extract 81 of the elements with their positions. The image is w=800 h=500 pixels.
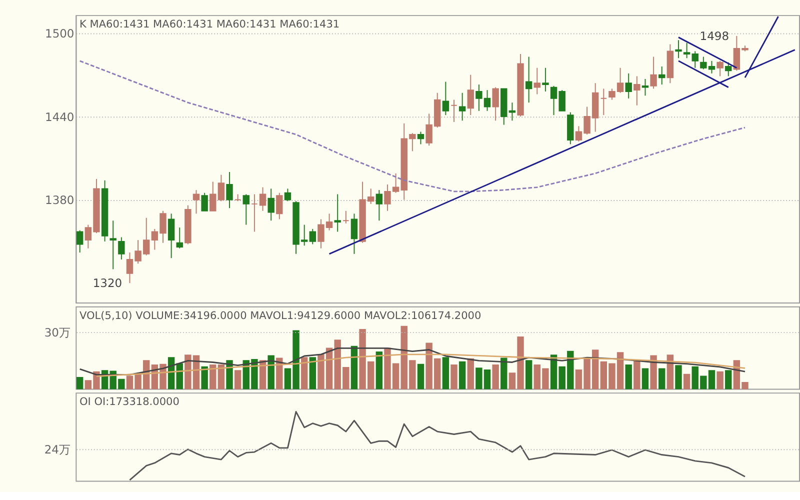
bar: [210, 364, 216, 390]
candlestick: [176, 227, 183, 249]
candlestick: [168, 213, 175, 259]
candlestick: [376, 190, 383, 222]
candlestick: [600, 88, 608, 116]
candlestick: [226, 172, 233, 209]
bar: [309, 357, 316, 390]
candlestick: [716, 60, 724, 77]
bar: [376, 351, 383, 390]
candlestick: [725, 62, 732, 77]
y-tick-label: 1380: [45, 193, 74, 208]
bar: [458, 361, 466, 390]
candlestick: [642, 78, 649, 96]
candlestick: [210, 181, 216, 212]
candlestick: [534, 67, 540, 95]
bar: [716, 371, 724, 390]
candlestick: [675, 40, 682, 59]
bar: [218, 364, 225, 390]
candlestick: [259, 186, 266, 212]
candlestick: [650, 56, 657, 90]
candlestick: [110, 220, 116, 270]
bar: [442, 357, 450, 390]
bar: [500, 358, 508, 390]
candlestick: [350, 213, 358, 254]
bar: [725, 370, 732, 390]
candlestick: [268, 188, 274, 222]
bar: [650, 355, 657, 390]
candlestick: [458, 92, 466, 122]
candlestick: [251, 194, 258, 232]
line-series: [79, 60, 746, 192]
candlestick: [450, 99, 458, 122]
candlestick: [658, 66, 666, 86]
bar: [683, 374, 690, 390]
bar: [226, 360, 233, 390]
candlestick: [625, 72, 632, 99]
candlestick: [276, 192, 283, 220]
bar: [350, 346, 358, 390]
bar: [268, 355, 274, 390]
y-tick-label: 1440: [45, 110, 74, 124]
candlestick: [525, 56, 532, 104]
candlestick: [334, 194, 341, 232]
bar: [625, 364, 632, 390]
bar: [201, 366, 208, 390]
candlestick: [118, 236, 125, 260]
ref-line-label: 30万: [44, 325, 70, 340]
candlestick: [542, 67, 549, 92]
candlestick: [634, 76, 640, 106]
candlestick: [309, 228, 316, 245]
bar: [658, 368, 666, 390]
bar: [76, 377, 84, 390]
candlestick: [192, 190, 200, 214]
y-tick-label: 1500: [45, 26, 74, 40]
candlestick: [683, 42, 690, 59]
bar: [300, 357, 308, 390]
chart-title: OI OI:173318.0000: [80, 396, 180, 408]
chart-title: K MA60:1431 MA60:1431 MA60:1431 MA60:1431: [80, 18, 340, 31]
bar: [525, 360, 532, 390]
candlestick: [508, 102, 516, 122]
annotation: 1320: [92, 276, 122, 290]
candlestick: [417, 131, 424, 145]
bar: [467, 358, 474, 390]
bar: [634, 360, 640, 390]
candlestick: [342, 210, 350, 224]
bar: [492, 364, 499, 390]
ref-line-label: 24万: [44, 442, 70, 456]
candlestick: [218, 174, 225, 202]
bar: [642, 368, 649, 390]
bar: [417, 364, 424, 390]
candlestick: [201, 192, 208, 212]
candlestick: [467, 74, 474, 116]
candlestick: [442, 81, 450, 116]
candlestick: [492, 86, 499, 122]
bar: [675, 365, 682, 390]
candlestick: [692, 50, 698, 68]
candlestick: [76, 230, 84, 254]
bar: [234, 370, 242, 390]
chart-title: VOL(5,10) VOLUME:34196.0000 MAVOL1:94129.6000 MAVOL2:106174.2000: [80, 310, 482, 322]
candlestick: [242, 194, 250, 226]
bar: [450, 364, 458, 390]
annotation: 1498: [700, 28, 730, 43]
candlestick: [284, 188, 292, 202]
